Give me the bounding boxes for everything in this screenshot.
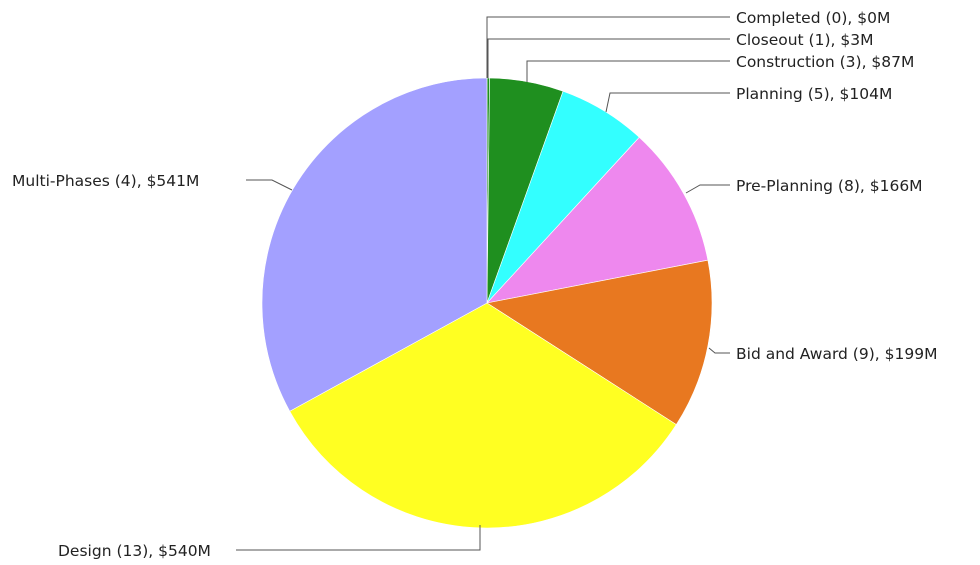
data-label-multi-phases: Multi-Phases (4), $541M	[12, 172, 199, 190]
data-label-pre-planning: Pre-Planning (8), $166M	[736, 177, 923, 195]
data-label-construction: Construction (3), $87M	[736, 53, 914, 71]
pie-slice-multi-phases	[261, 77, 488, 412]
leader-line-bid-and-award	[708, 347, 730, 354]
data-label-closeout: Closeout (1), $3M	[736, 31, 873, 49]
data-label-bid-and-award: Bid and Award (9), $199M	[736, 345, 937, 363]
leader-line-multi-phases	[246, 179, 293, 191]
leader-line-pre-planning	[685, 184, 730, 194]
pie-slice-pre-planning	[486, 136, 709, 304]
pie-slice-bid-and-award	[486, 259, 713, 425]
pie-slices	[261, 77, 713, 529]
leader-lines	[236, 16, 730, 551]
leader-line-completed	[486, 16, 730, 78]
leader-line-closeout	[487, 38, 730, 78]
leader-line-design	[236, 525, 481, 551]
pie-slice-design	[289, 302, 677, 529]
leader-line-planning	[605, 92, 730, 113]
data-label-design: Design (13), $540M	[58, 542, 211, 560]
data-label-completed: Completed (0), $0M	[736, 9, 890, 27]
data-label-planning: Planning (5), $104M	[736, 85, 892, 103]
leader-line-construction	[526, 60, 730, 82]
